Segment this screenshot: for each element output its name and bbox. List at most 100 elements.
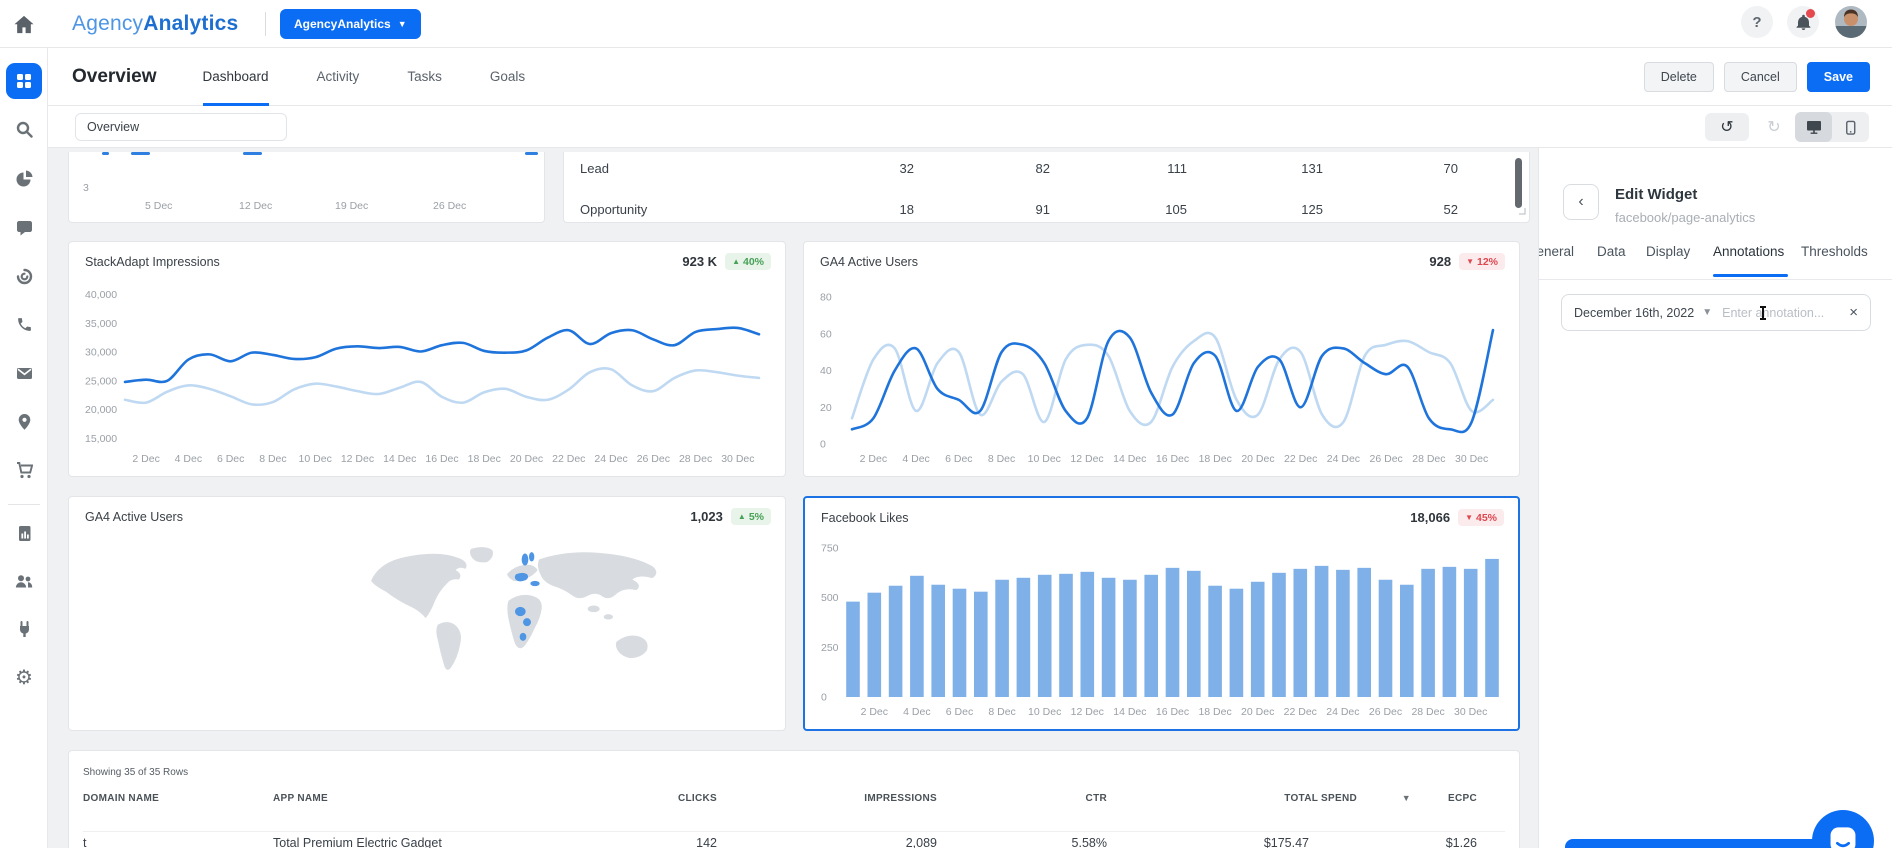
- cart-icon: [16, 462, 33, 479]
- svg-text:30 Dec: 30 Dec: [1454, 706, 1487, 718]
- widget-title: StackAdapt Impressions: [85, 254, 220, 269]
- svg-text:26 Dec: 26 Dec: [1370, 453, 1403, 465]
- sidebar-item-integrations[interactable]: [0, 621, 48, 638]
- column-header[interactable]: IMPRESSIONS: [864, 793, 937, 804]
- widget-stackadapt-impressions[interactable]: StackAdapt Impressions 923 K ▲ 40% 40,000…: [68, 241, 786, 477]
- active-tab-underline: [1713, 274, 1788, 277]
- sidebar-item-reports[interactable]: [0, 525, 48, 542]
- svg-text:24 Dec: 24 Dec: [1327, 453, 1360, 465]
- chevron-left-icon: ‹: [1578, 193, 1584, 210]
- chat-launcher-button[interactable]: [1812, 810, 1874, 848]
- column-header[interactable]: ECPC: [1448, 793, 1477, 804]
- text-cursor: [1760, 306, 1766, 320]
- funnel-cell: 18: [899, 202, 914, 217]
- sidebar-item-clients[interactable]: [0, 573, 48, 590]
- gear-icon: ⚙: [15, 667, 33, 689]
- undo-button[interactable]: ↺: [1705, 113, 1749, 141]
- sidebar-item-email[interactable]: [0, 365, 48, 382]
- annotation-text-input[interactable]: [1722, 305, 1842, 320]
- svg-text:4 Dec: 4 Dec: [175, 453, 202, 465]
- column-header[interactable]: APP NAME: [273, 793, 329, 804]
- sidebar-item-analytics[interactable]: [0, 170, 48, 187]
- account-switcher-button[interactable]: AgencyAnalytics ▼: [280, 9, 421, 39]
- sidebar-item-calls[interactable]: [0, 316, 48, 333]
- column-header-sorted[interactable]: TOTAL SPEND ▼: [1113, 793, 1410, 804]
- column-header[interactable]: DOMAIN NAME: [83, 793, 160, 804]
- save-button[interactable]: Save: [1806, 61, 1870, 92]
- funnel-cell: 131: [1301, 161, 1323, 176]
- swirl-icon: [16, 268, 32, 285]
- stackadapt-line-chart: 40,000 35,000 30,000 25,000 20,000 15,000 2 De…: [83, 278, 773, 470]
- sidebar-item-search[interactable]: [0, 121, 48, 138]
- panel-bottom-button-partial[interactable]: [1565, 839, 1865, 848]
- report-icon: [18, 526, 30, 541]
- tab-dashboard[interactable]: Dashboard: [203, 48, 269, 106]
- sidebar-item-chat[interactable]: [0, 219, 48, 236]
- svg-text:6 Dec: 6 Dec: [945, 453, 972, 465]
- sidebar-item-settings[interactable]: ⚙: [0, 668, 48, 688]
- svg-text:0: 0: [820, 439, 826, 451]
- table-row-count: Showing 35 of 35 Rows: [83, 767, 189, 778]
- widget-funnel-table[interactable]: Lead 32 82 111 131 70 Opportunity 18 91 …: [563, 152, 1530, 223]
- home-icon[interactable]: [13, 14, 35, 36]
- annotation-date-select[interactable]: December 16th, 2022: [1574, 305, 1695, 320]
- svg-text:6 Dec: 6 Dec: [946, 706, 973, 718]
- column-header[interactable]: CTR: [1085, 793, 1107, 804]
- clipped-line-fragment: [243, 152, 262, 155]
- svg-text:750: 750: [821, 542, 839, 554]
- redo-button[interactable]: ↻: [1757, 113, 1791, 141]
- brand-logo-part1: Agency: [72, 12, 144, 35]
- panel-tab-data[interactable]: Data: [1597, 244, 1626, 259]
- panel-subtitle: facebook/page-analytics: [1615, 210, 1756, 225]
- widget-scrollbar-thumb[interactable]: [1515, 158, 1522, 208]
- cell-ctr: 5.58%: [1071, 836, 1107, 848]
- column-header[interactable]: CLICKS: [677, 793, 717, 804]
- panel-tab-display[interactable]: Display: [1646, 244, 1691, 259]
- remove-annotation-icon[interactable]: ×: [1849, 304, 1858, 321]
- widget-partial-chart[interactable]: 3 5 Dec 12 Dec 19 Dec 26 Dec: [68, 152, 545, 223]
- widget-ga4-active-users-map[interactable]: GA4 Active Users 1,023 ▲ 5%: [68, 496, 786, 731]
- svg-text:20 Dec: 20 Dec: [1241, 706, 1274, 718]
- cancel-button[interactable]: Cancel: [1723, 61, 1797, 92]
- tab-goals[interactable]: Goals: [489, 68, 526, 84]
- top-header: AgencyAnalytics AgencyAnalytics ▼ ?: [0, 0, 1892, 48]
- sidebar-item-local[interactable]: [0, 413, 48, 430]
- chevron-down-icon[interactable]: ▼: [1702, 307, 1713, 318]
- chevron-down-icon: ▼: [397, 19, 407, 29]
- mobile-view-button[interactable]: [1832, 112, 1869, 142]
- help-button[interactable]: ?: [1741, 6, 1773, 38]
- widget-facebook-likes[interactable]: Facebook Likes 18,066 ▼ 45% 750 500 250 0 2 D…: [803, 496, 1520, 731]
- page-actions: Delete Cancel Save: [1643, 61, 1870, 92]
- brand-logo: AgencyAnalytics: [72, 0, 238, 48]
- resize-handle-icon[interactable]: [1518, 202, 1526, 220]
- trend-badge: ▲ 40%: [725, 253, 771, 270]
- tab-tasks[interactable]: Tasks: [407, 68, 442, 84]
- sidebar-item-dashboards[interactable]: [6, 63, 42, 99]
- sidebar-item-seo[interactable]: [0, 268, 48, 285]
- desktop-view-button[interactable]: [1795, 112, 1832, 142]
- panel-tab-thresholds[interactable]: Thresholds: [1801, 244, 1868, 259]
- delete-button[interactable]: Delete: [1643, 61, 1714, 92]
- tab-activity[interactable]: Activity: [316, 68, 360, 84]
- annotation-row: December 16th, 2022 ▼ ×: [1561, 294, 1871, 331]
- panel-tab-general[interactable]: General: [1538, 244, 1575, 259]
- svg-text:26 Dec: 26 Dec: [1369, 706, 1402, 718]
- undo-icon: ↺: [1720, 119, 1734, 136]
- widget-ga4-active-users-line[interactable]: GA4 Active Users 928 ▼ 12% 80 60 40 20 0 2 Dec…: [803, 241, 1520, 477]
- cell-ecpc: $1.26: [1445, 836, 1477, 848]
- phone-icon: [17, 318, 31, 331]
- y-tick-label: 3: [83, 182, 89, 194]
- table-row[interactable]: t Total Premium Electric Gadget 142 2,08…: [83, 831, 1505, 848]
- panel-back-button[interactable]: ‹: [1563, 184, 1599, 220]
- svg-text:20: 20: [820, 402, 832, 414]
- dashboard-name-input[interactable]: Overview: [75, 113, 287, 141]
- users-icon: [15, 575, 33, 588]
- trend-up-icon: ▲: [732, 257, 740, 266]
- svg-text:8 Dec: 8 Dec: [988, 453, 1015, 465]
- svg-text:16 Dec: 16 Dec: [1156, 453, 1189, 465]
- user-avatar[interactable]: [1835, 6, 1867, 38]
- sidebar-item-ecommerce[interactable]: [0, 462, 48, 479]
- panel-tab-annotations[interactable]: Annotations: [1713, 244, 1785, 259]
- widget-data-table[interactable]: Showing 35 of 35 Rows DOMAIN NAME APP NA…: [68, 750, 1520, 848]
- notifications-button[interactable]: [1787, 6, 1819, 38]
